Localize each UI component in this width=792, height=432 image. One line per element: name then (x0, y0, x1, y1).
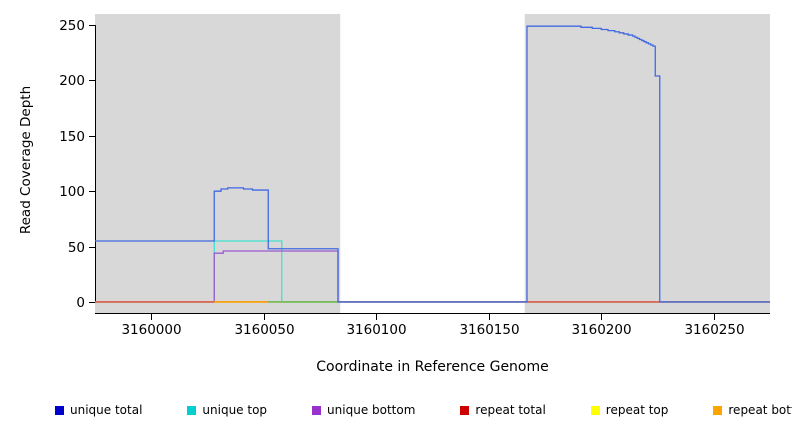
legend-label: unique bottom (327, 403, 416, 417)
x-tick-label: 3160150 (459, 322, 519, 338)
legend-item-unique-top: unique top (187, 403, 267, 417)
legend-label: repeat bottom (728, 403, 792, 417)
legend-swatch-icon (312, 405, 322, 415)
shaded-region (95, 14, 341, 313)
y-tick-label: 250 (59, 18, 85, 34)
shaded-region (524, 14, 770, 313)
legend-item-repeat-top: repeat top (590, 403, 669, 417)
x-tick-label: 3160100 (346, 322, 406, 338)
legend-item-repeat-total: repeat total (460, 403, 546, 417)
legend-swatch-icon (55, 405, 64, 415)
y-tick-label: 150 (59, 129, 85, 145)
legend-label: repeat total (475, 403, 546, 417)
x-tick-label: 3160000 (121, 322, 181, 338)
y-tick-label: 50 (68, 240, 85, 256)
legend-swatch-icon (460, 405, 470, 415)
x-tick-label: 3160250 (684, 322, 744, 338)
legend-item-unique-bottom: unique bottom (312, 403, 415, 417)
legend: unique total unique top unique bottom repea… (55, 403, 792, 417)
plot-area: 3160000 3160050 3160100 3160150 3160200 31602… (59, 14, 770, 338)
y-tick-label: 100 (59, 184, 85, 200)
x-tick-label: 3160200 (571, 322, 631, 338)
y-tick-label: 0 (76, 295, 85, 311)
legend-label: unique total (70, 403, 143, 417)
x-axis-label: Coordinate in Reference Genome (316, 359, 549, 375)
series-unique-total (95, 25, 770, 303)
legend-label: repeat top (605, 403, 669, 417)
legend-swatch-icon (187, 405, 197, 415)
x-tick-label: 3160050 (234, 322, 294, 338)
legend-label: unique top (202, 403, 268, 417)
y-tick-label: 200 (59, 73, 85, 89)
legend-swatch-icon (713, 405, 723, 415)
legend-item-unique-total: unique total (55, 403, 142, 417)
legend-item-repeat-bottom: repeat bottom (713, 403, 792, 417)
legend-swatch-icon (590, 405, 600, 415)
